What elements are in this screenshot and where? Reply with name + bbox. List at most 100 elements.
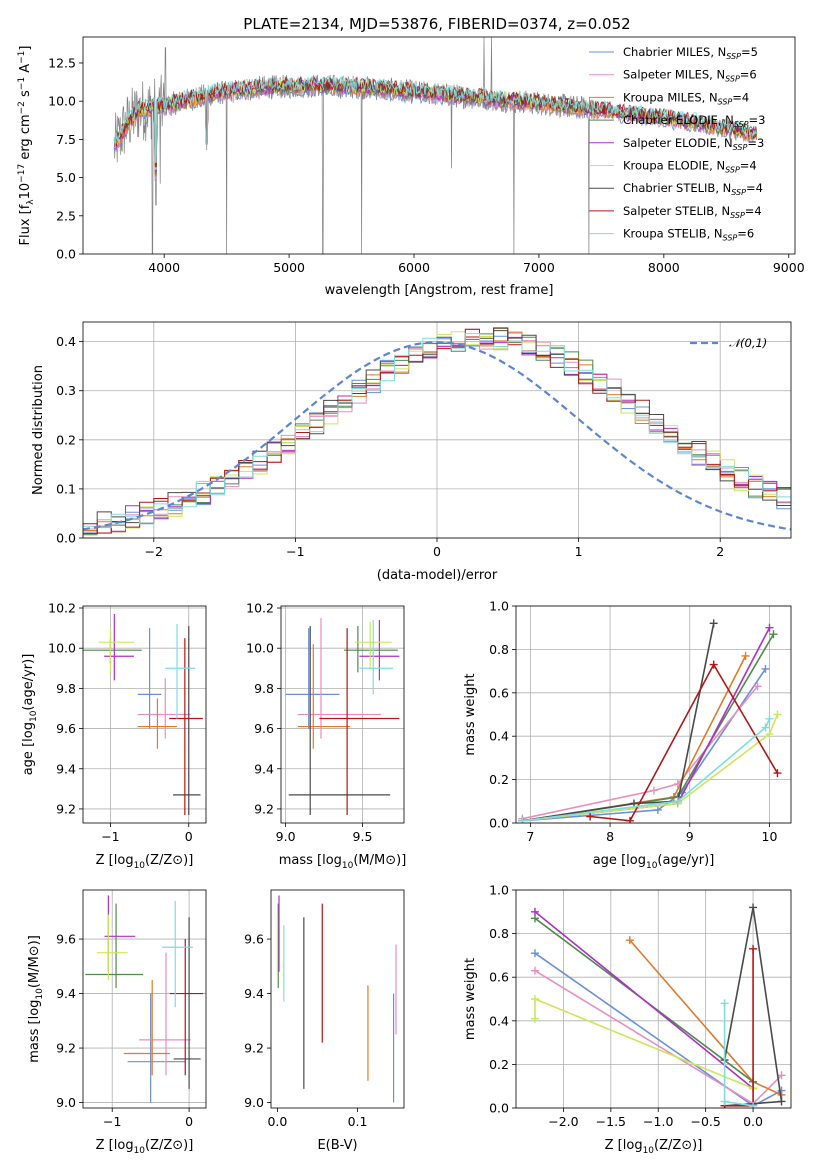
weight-point-marker: [625, 936, 634, 945]
axes-frame: [82, 36, 796, 255]
y-tick-label: 0.4: [56, 334, 76, 349]
y-axis-label: mass weight: [463, 958, 478, 1040]
axes-age-vs-Z: −1 0 9.2 9.4 9.6 9.8 10.0 10.2 Z [log10(Z/Z⊙)] ag…: [21, 601, 207, 871]
y-tick-label: 9.2: [244, 1041, 264, 1056]
y-tick-label: 1.0: [489, 883, 509, 898]
normal-curve: [83, 341, 791, 531]
x-tick-label: −1: [286, 544, 304, 559]
legend-entry: Chabrier MILES, NSSP=5: [623, 45, 758, 61]
x-axis-label: Z [log10(Z/Z⊙)]: [605, 1138, 703, 1156]
y-tick-label: 1.0: [489, 599, 509, 614]
weight-point-marker: [530, 966, 539, 975]
axis-group: 4000 5000 6000 7000 8000 9000 0.0 2.5 5.0 7.5 10.0…: [17, 36, 805, 298]
weight-point-marker: [765, 623, 774, 632]
x-tick-label: 0: [185, 1114, 193, 1129]
x-tick-label: −2: [145, 544, 163, 559]
model-spectrum-line: [113, 74, 758, 163]
axes-frame: [515, 605, 792, 824]
axis-group: 0.0 0.1 9.0 9.2 9.4 9.6 E(B-V): [244, 889, 405, 1153]
x-tick-label: 9000: [773, 260, 805, 275]
x-tick-label: 8: [606, 829, 614, 844]
y-tick-label: 2.5: [56, 208, 76, 223]
x-tick-label: −1.5: [596, 1114, 626, 1129]
weight-point-marker: [530, 1014, 539, 1023]
x-axis-label: E(B-V): [317, 1138, 357, 1153]
x-tick-label: −1: [103, 1114, 121, 1129]
x-tick-label: 8000: [648, 260, 680, 275]
figure-title: PLATE=2134, MJD=53876, FIBERID=0374, z=0…: [243, 15, 630, 33]
x-axis-label: age [log10(age/yr)]: [593, 853, 715, 871]
weight-point-marker: [761, 723, 770, 732]
weight-point-marker: [749, 903, 758, 912]
weight-point-marker: [761, 664, 770, 673]
x-tick-label: 0.0: [267, 1114, 287, 1129]
axis-group: −2 −1 0 1 2 0.0 0.1 0.2 0.3 0.4 (data-model)/error…: [31, 321, 792, 583]
axis-group: 9.0 9.5 9.2 9.4 9.6 9.8 10.0 10.2 mass [log10(M/…: [246, 601, 406, 871]
weight-point-marker: [530, 949, 539, 958]
plot-area: [285, 618, 400, 815]
x-tick-label: 0: [185, 829, 193, 844]
y-tick-label: 7.5: [56, 132, 76, 147]
plot-area: [83, 614, 203, 815]
y-tick-label: 0.3: [56, 383, 76, 398]
y-axis-label: mass [log10(M/M⊙)]: [27, 935, 45, 1063]
axis-group: −1 0 9.2 9.4 9.6 9.8 10.0 10.2 Z [log10(Z/Z⊙)] ag…: [21, 601, 207, 871]
y-tick-label: 9.4: [254, 761, 274, 776]
y-tick-label: 10.0: [246, 641, 274, 656]
weight-point-marker: [765, 714, 774, 723]
y-tick-label: 9.0: [244, 1095, 264, 1110]
y-tick-label: 9.4: [244, 986, 264, 1001]
weight-point-marker: [586, 812, 595, 821]
weight-point-marker: [709, 619, 718, 628]
y-tick-label: 9.2: [56, 1041, 76, 1056]
axes-frame: [82, 889, 207, 1109]
y-tick-label: 12.5: [48, 55, 76, 70]
y-tick-label: 0.6: [489, 970, 509, 985]
weight-point-marker: [773, 710, 782, 719]
axes-frame: [515, 889, 792, 1109]
legend-entry: Kroupa STELIB, NSSP=6: [623, 227, 754, 243]
y-tick-label: 0.4: [489, 729, 509, 744]
weight-line: [534, 911, 754, 1090]
y-tick-label: 0.8: [489, 642, 509, 657]
weight-point-marker: [741, 651, 750, 660]
x-tick-label: 9: [686, 829, 694, 844]
x-axis-label: Z [log10(Z/Z⊙)]: [96, 1138, 194, 1156]
x-tick-label: 4000: [148, 260, 180, 275]
weight-line: [590, 662, 779, 822]
weight-point-marker: [720, 999, 729, 1008]
x-tick-label: 10: [762, 829, 778, 844]
observed-spectrum: [113, 37, 596, 254]
y-tick-label: 0.0: [56, 531, 76, 546]
weight-point-marker: [749, 944, 758, 953]
x-tick-label: −1.0: [643, 1114, 673, 1129]
y-tick-label: 9.4: [56, 761, 76, 776]
y-tick-label: 0.0: [56, 247, 76, 262]
y-axis-label: age [log10(age/yr)]: [21, 654, 39, 776]
y-tick-label: 10.2: [48, 601, 76, 616]
axis-group: −2.0 −1.5 −1.0 −0.5 0.0 0.0 0.2 0.4 0.6 0.8 1.0 Z […: [463, 883, 792, 1156]
axes-frame: [280, 605, 405, 824]
weight-line: [522, 685, 759, 820]
legend-entry: Salpeter MILES, NSSP=6: [623, 68, 757, 84]
x-tick-label: −0.5: [690, 1114, 720, 1129]
y-tick-label: 10.0: [48, 641, 76, 656]
weight-point-marker: [777, 1097, 786, 1106]
legend-entry: Kroupa MILES, NSSP=4: [623, 90, 749, 106]
y-tick-label: 0.2: [56, 432, 76, 447]
y-tick-label: 0.0: [489, 816, 509, 831]
y-tick-label: 9.4: [56, 986, 76, 1001]
weight-point-marker: [720, 1097, 729, 1106]
y-tick-label: 9.0: [56, 1095, 76, 1110]
weight-line: [522, 623, 715, 822]
y-tick-label: 9.6: [56, 721, 76, 736]
model-spectrum-line: [113, 76, 758, 165]
weight-point-marker: [765, 730, 774, 739]
y-axis-label: mass weight: [463, 673, 478, 755]
y-tick-label: 9.8: [56, 681, 76, 696]
weight-point-marker: [753, 682, 762, 691]
x-axis-label: mass [log10(M/M⊙)]: [279, 853, 407, 871]
y-tick-label: 10.2: [246, 601, 274, 616]
x-tick-label: 6000: [398, 260, 430, 275]
x-axis-label: (data-model)/error: [377, 568, 498, 583]
